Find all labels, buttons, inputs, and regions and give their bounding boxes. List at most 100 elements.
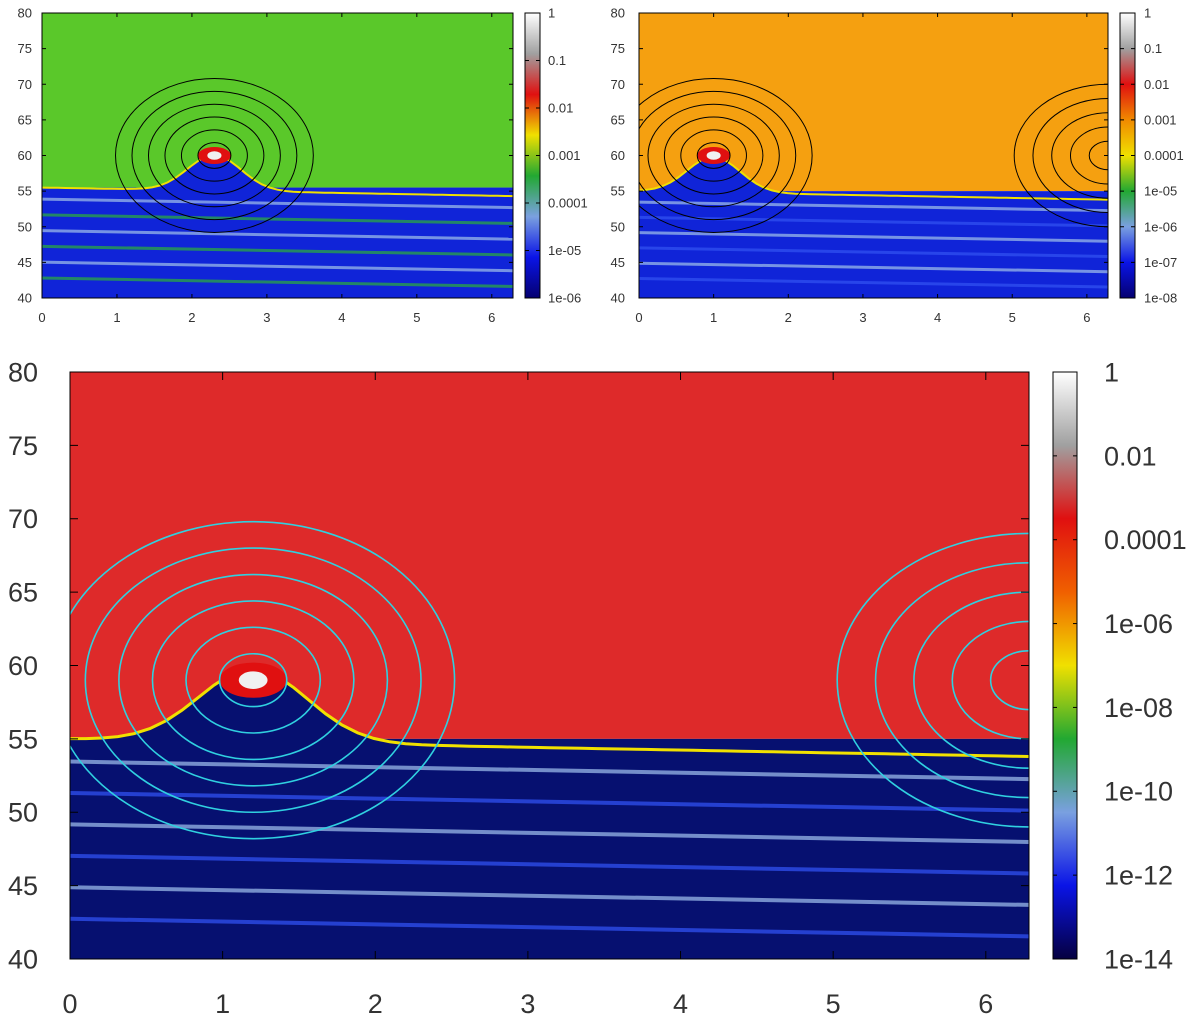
y-tick-label: 55 [611,184,625,199]
stripe [70,822,1029,845]
panel-1: 0 1 2 3 4 5 64045505560657075801e-061e-050.000… [18,6,588,325]
y-tick-label: 40 [611,291,625,306]
colorbar-tick-label: 1e-06 [1104,609,1173,639]
colorbar-tick-label: 1e-07 [1144,255,1177,270]
colorbar-tick-label: 1e-10 [1104,777,1173,807]
y-tick-label: 40 [18,291,32,306]
plot-area [639,13,1108,298]
colorbar-tick-label: 0.0001 [1144,148,1184,163]
stripe [42,229,513,241]
stripe [639,231,1108,243]
colorbar-tick-label: 1 [1104,357,1119,387]
contour-line [647,103,780,208]
colorbar-tick-label: 1e-06 [548,291,581,306]
x-tick-label: 0 [635,310,642,325]
stripe [42,213,513,225]
contour-line [147,103,281,208]
x-tick-label: 1 [710,310,717,325]
colorbar-tick-label: 0.1 [1144,41,1162,56]
contour-line [680,129,747,182]
contour-line [989,650,1029,711]
colorbar-tick-label: 0.001 [1144,112,1177,127]
contour-line [118,573,389,787]
y-tick-label: 65 [611,112,625,127]
y-tick-label: 75 [611,41,625,56]
contour-line [115,78,314,233]
region-upper [42,13,513,188]
y-tick-label: 40 [8,944,38,974]
stripe [70,916,1029,939]
colorbar-tick-label: 1 [548,6,555,21]
colorbar-tick-label: 1 [1144,6,1151,21]
colorbar-tick-label: 0.0001 [1104,525,1187,555]
contour-line [84,547,422,814]
panel-3: 0 1 2 3 4 5 64045505560657075801e-141e-121e-10… [8,357,1187,1018]
y-tick-label: 70 [18,77,32,92]
x-tick-label: 5 [1009,310,1016,325]
contour-line [1013,83,1108,228]
stripe [639,215,1108,228]
colorbar-tick-label: 0.1 [548,53,566,68]
x-tick-label: 4 [673,989,688,1018]
plot-area [70,372,1029,959]
x-tick-label: 4 [338,310,345,325]
y-tick-label: 65 [8,578,38,608]
stripe [42,197,513,210]
x-tick-label: 6 [1083,310,1090,325]
contour-line [639,78,813,233]
x-tick-label: 1 [215,989,230,1018]
y-tick-label: 60 [8,651,38,681]
contour-line [836,532,1029,828]
contour-line [874,562,1029,799]
vortex-highlight [706,151,721,160]
y-tick-label: 45 [8,871,38,901]
stripe [639,200,1108,213]
contour-line [151,600,355,761]
x-tick-label: 3 [859,310,866,325]
x-tick-label: 2 [785,310,792,325]
y-tick-label: 45 [611,255,625,270]
stripe [42,244,513,257]
panel-2: 0 1 2 3 4 5 64045505560657075801e-081e-071e-06… [611,6,1184,325]
contour-line [696,142,731,169]
colorbar-tick-label: 1e-14 [1104,944,1173,974]
interface-line [42,154,513,198]
lower-field [70,669,1029,959]
y-tick-label: 75 [18,41,32,56]
stripe [70,759,1029,782]
lower-field [639,157,1108,298]
x-tick-label: 3 [263,310,270,325]
y-tick-label: 50 [8,798,38,828]
vortex-highlight [207,151,222,160]
stripe [70,885,1029,907]
contour-line [663,116,764,195]
colorbar-tick-label: 0.01 [1104,441,1157,471]
plot-area [42,13,513,298]
x-tick-label: 6 [488,310,495,325]
stripe [70,853,1029,876]
y-tick-label: 75 [8,431,38,461]
colorbar-tick-label: 0.0001 [548,196,588,211]
colorbar-tick-label: 0.001 [548,148,581,163]
stripe [42,276,513,288]
contour-line [180,129,248,182]
y-tick-label: 80 [611,6,625,21]
x-tick-label: 2 [188,310,195,325]
colorbar-tick-label: 1e-06 [1144,219,1177,234]
contour-line [185,626,322,734]
y-tick-label: 80 [8,357,38,387]
colorbar-tick-label: 0.01 [548,101,573,116]
colorbar-tick-label: 1e-05 [548,243,581,258]
colorbar-tick-label: 1e-08 [1104,693,1173,723]
vortex-highlight [238,671,268,689]
x-tick-label: 2 [368,989,383,1018]
contour-line [218,652,288,708]
y-tick-label: 50 [611,219,625,234]
contour-line [639,90,797,221]
contour-line [197,142,232,169]
x-tick-label: 1 [113,310,120,325]
contour-line [131,90,298,221]
y-tick-label: 55 [8,724,38,754]
stripe [70,790,1029,813]
